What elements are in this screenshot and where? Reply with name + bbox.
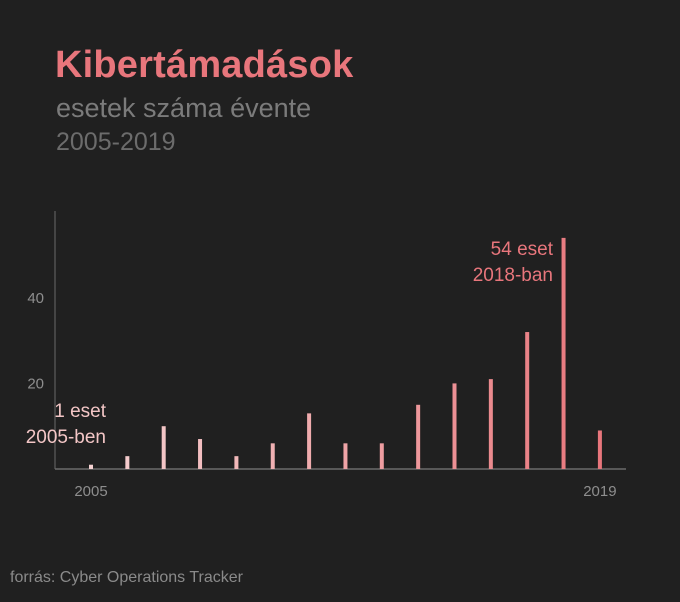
bar-2008 bbox=[198, 439, 203, 469]
bar-2010 bbox=[270, 443, 275, 469]
bar-2019 bbox=[597, 430, 602, 469]
x-tick-label: 2005 bbox=[74, 483, 107, 500]
bar-2006 bbox=[125, 456, 130, 469]
annotation-2005: 1 eset bbox=[54, 401, 106, 422]
annotation-2018: 54 eset bbox=[491, 239, 554, 260]
annotation-2005: 2005-ben bbox=[26, 427, 106, 448]
bar-2007 bbox=[161, 426, 166, 469]
bar-2013 bbox=[379, 443, 384, 469]
bar-2011 bbox=[307, 413, 312, 469]
bar-2018 bbox=[561, 237, 566, 469]
bar-2015 bbox=[452, 383, 457, 469]
bar-2014 bbox=[416, 404, 421, 469]
chart-period: 2005-2019 bbox=[56, 128, 176, 156]
annotation-2018: 2018-ban bbox=[473, 265, 553, 286]
bar-2016 bbox=[488, 379, 493, 469]
bar-2017 bbox=[525, 332, 530, 469]
x-tick-label: 2019 bbox=[583, 483, 616, 500]
chart-subtitle: esetek száma évente bbox=[56, 93, 312, 123]
bar-2005 bbox=[89, 464, 93, 469]
y-tick-label: 20 bbox=[27, 375, 44, 392]
source-note: forrás: Cyber Operations Tracker bbox=[10, 569, 243, 586]
y-tick-label: 40 bbox=[27, 290, 44, 307]
bar-2009 bbox=[234, 456, 239, 469]
bar-2012 bbox=[343, 443, 348, 469]
chart-title: Kibertámadások bbox=[55, 44, 354, 86]
